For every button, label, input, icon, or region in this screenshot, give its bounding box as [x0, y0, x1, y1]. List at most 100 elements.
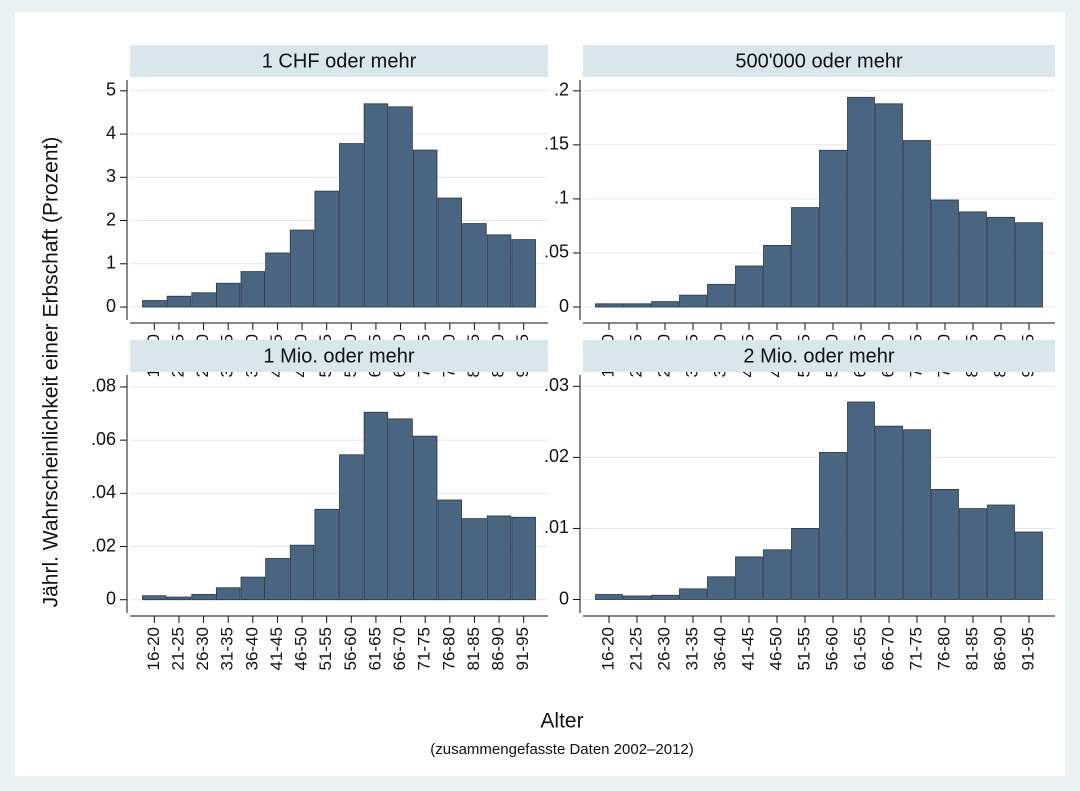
- y-tick-label: .04: [91, 482, 116, 502]
- bar: [875, 425, 903, 600]
- y-tick-label: 5: [106, 80, 116, 100]
- bar: [486, 234, 512, 308]
- y-tick-label: 0: [559, 296, 569, 316]
- x-tick-label: 66-70: [878, 627, 897, 670]
- bar: [265, 252, 290, 308]
- bar: [166, 596, 192, 601]
- bar: [651, 594, 679, 600]
- bar: [289, 229, 315, 308]
- y-tick-label: 0: [559, 588, 569, 608]
- y-tick-label: 2: [106, 209, 116, 229]
- bar: [875, 103, 903, 308]
- bar: [412, 149, 438, 308]
- bar: [763, 245, 791, 308]
- y-tick-label: .01: [544, 517, 569, 537]
- x-tick-label: 41-45: [267, 627, 286, 670]
- bar: [819, 149, 847, 308]
- x-tick-label: 51-55: [316, 627, 335, 670]
- y-tick-label: .02: [544, 446, 569, 466]
- bar: [339, 143, 364, 308]
- bar: [987, 216, 1015, 308]
- y-tick-label: .1: [554, 188, 569, 208]
- x-tick-label: 56-60: [341, 627, 360, 670]
- bar: [1015, 222, 1043, 308]
- bar: [412, 435, 438, 601]
- panel-strip: [583, 45, 1055, 77]
- panel-strip: [583, 340, 1055, 372]
- panel-strip: [130, 340, 548, 372]
- bar: [215, 587, 241, 601]
- bar: [847, 401, 875, 600]
- y-axis-label: Jährl. Wahrscheinlichkeit einer Erbschaf…: [40, 137, 63, 608]
- x-tick-label: 21-25: [626, 627, 645, 670]
- bar: [486, 515, 512, 601]
- bar: [595, 303, 623, 308]
- bar: [339, 454, 364, 601]
- bar: [191, 292, 216, 308]
- bar: [651, 301, 679, 308]
- x-tick-label: 31-35: [682, 627, 701, 670]
- x-tick-label: 21-25: [168, 627, 187, 670]
- bar: [707, 576, 735, 600]
- bar: [819, 452, 847, 600]
- bar: [437, 197, 463, 308]
- bar: [735, 265, 763, 308]
- x-tick-label: 46-50: [292, 627, 311, 670]
- x-tick-label: 71-75: [906, 627, 925, 670]
- bar: [511, 239, 536, 308]
- x-tick-label: 61-65: [850, 627, 869, 670]
- bar: [791, 207, 819, 308]
- bar: [791, 528, 819, 600]
- bar: [142, 300, 167, 308]
- bar: [595, 594, 623, 600]
- y-tick-label: .03: [544, 375, 569, 395]
- y-tick-label: .02: [91, 535, 116, 555]
- panel-title: 1 Mio. oder mehr: [263, 345, 415, 367]
- x-tick-label: 46-50: [766, 627, 785, 670]
- bar: [363, 411, 389, 601]
- x-tick-label: 51-55: [794, 627, 813, 670]
- bar: [987, 504, 1015, 600]
- bar: [511, 516, 536, 601]
- x-tick-label: 91-95: [513, 627, 532, 670]
- bar: [679, 294, 707, 308]
- x-tick-label: 56-60: [822, 627, 841, 670]
- bar: [166, 295, 192, 308]
- x-tick-label: 86-90: [489, 627, 508, 670]
- x-tick-label: 16-20: [598, 627, 617, 670]
- x-tick-label: 86-90: [990, 627, 1009, 670]
- y-tick-label: .15: [544, 134, 569, 154]
- bar: [1015, 531, 1043, 600]
- y-tick-label: .05: [544, 242, 569, 262]
- x-tick-label: 91-95: [1018, 627, 1037, 670]
- bar: [388, 106, 413, 308]
- bar: [623, 595, 651, 600]
- bar: [314, 190, 339, 308]
- bar: [437, 499, 463, 601]
- bar: [903, 140, 931, 308]
- bar: [191, 593, 216, 601]
- x-axis-label: Alter: [540, 710, 583, 733]
- bar: [314, 508, 339, 601]
- bar: [847, 96, 875, 308]
- x-tick-label: 31-35: [218, 627, 237, 670]
- y-tick-label: 3: [106, 166, 116, 186]
- bar: [142, 595, 167, 601]
- panel-title: 1 CHF oder mehr: [262, 50, 417, 72]
- bar: [215, 282, 241, 308]
- y-tick-label: .2: [554, 80, 569, 100]
- x-tick-label: 81-85: [464, 627, 483, 670]
- bar: [240, 576, 266, 601]
- bar: [931, 488, 959, 600]
- x-tick-label: 36-40: [242, 627, 261, 670]
- y-tick-label: 0: [106, 588, 116, 608]
- note: (zusammengefasste Daten 2002–2012): [430, 741, 694, 758]
- bar: [903, 429, 931, 600]
- y-tick-label: 1: [106, 253, 116, 273]
- bar: [707, 283, 735, 308]
- x-tick-label: 76-80: [934, 627, 953, 670]
- bar: [623, 303, 651, 308]
- x-tick-label: 36-40: [710, 627, 729, 670]
